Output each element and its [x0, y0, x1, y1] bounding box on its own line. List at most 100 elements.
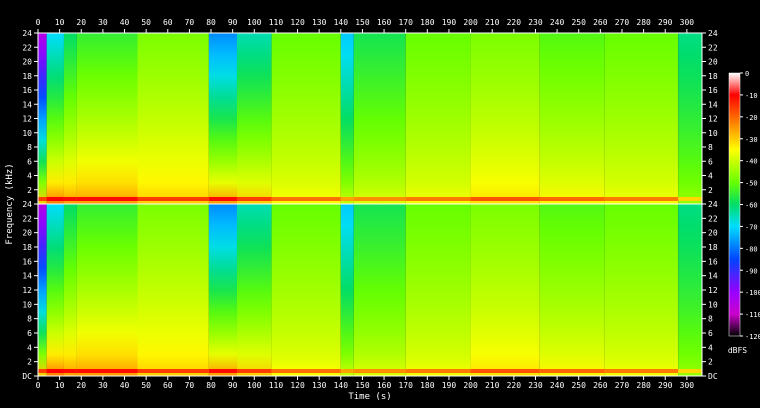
- x-tick-label-bottom: 200: [463, 381, 478, 390]
- x-tick-label-top: 120: [290, 18, 305, 27]
- y-tick-label-left: 2: [27, 358, 32, 367]
- x-tick-label-top: 70: [185, 18, 195, 27]
- y-tick-label-right: 22: [708, 214, 718, 223]
- x-tick-label-bottom: 40: [120, 381, 130, 390]
- x-tick-label-top: 210: [485, 18, 500, 27]
- low-frequency-band: [405, 369, 471, 373]
- y-tick-label-left: 16: [22, 257, 32, 266]
- spectrogram-segment: [470, 204, 540, 376]
- low-frequency-band: [236, 369, 272, 373]
- x-tick-label-bottom: 100: [247, 381, 262, 390]
- x-tick-label-top: 60: [163, 18, 173, 27]
- x-tick-label-bottom: 130: [312, 381, 327, 390]
- y-tick-label-right: 24: [708, 200, 718, 209]
- low-frequency-band: [236, 197, 272, 201]
- x-tick-label-top: 40: [120, 18, 130, 27]
- y-tick-label-right: 8: [708, 143, 713, 152]
- spectrogram-segment: [137, 33, 209, 204]
- y-tick-label-right: 16: [708, 257, 718, 266]
- low-frequency-band: [137, 369, 209, 373]
- low-frequency-band: [678, 369, 702, 373]
- colorbar-tick-label: -50: [745, 180, 758, 188]
- y-tick-label-right: 20: [708, 229, 718, 238]
- low-frequency-band: [340, 369, 354, 373]
- x-tick-label-bottom: 160: [377, 381, 392, 390]
- spectrogram-segment: [340, 204, 354, 376]
- x-tick-label-bottom: 110: [269, 381, 284, 390]
- y-tick-label-left: 24: [22, 29, 32, 38]
- x-tick-label-bottom: 170: [398, 381, 413, 390]
- y-tick-label-right: 10: [708, 300, 718, 309]
- y-axis-label: Frequency (kHz): [5, 163, 15, 244]
- x-tick-label-bottom: 120: [290, 381, 305, 390]
- x-axis-label: Time (s): [348, 392, 391, 402]
- x-tick-label-bottom: 270: [615, 381, 630, 390]
- x-tick-label-top: 140: [334, 18, 349, 27]
- low-frequency-band: [208, 197, 237, 201]
- y-tick-label-right: 18: [708, 243, 718, 252]
- y-tick-label-right: 24: [708, 29, 718, 38]
- x-tick-label-top: 190: [442, 18, 457, 27]
- y-tick-label-right: 2: [708, 186, 713, 195]
- x-tick-label-bottom: 240: [550, 381, 565, 390]
- colorbar-tick-label: -40: [745, 158, 758, 166]
- low-frequency-band: [46, 369, 64, 373]
- x-tick-label-top: 130: [312, 18, 327, 27]
- y-tick-label-left: 20: [22, 58, 32, 67]
- low-frequency-band: [353, 197, 406, 201]
- x-tick-label-top: 260: [593, 18, 608, 27]
- low-frequency-band: [271, 369, 341, 373]
- y-tick-label-right: 2: [708, 358, 713, 367]
- spectrogram-segment: [46, 33, 64, 204]
- spectrogram-segment: [76, 33, 138, 204]
- y-tick-label-right: 8: [708, 315, 713, 324]
- y-tick-label-left: 8: [27, 315, 32, 324]
- x-tick-label-bottom: 0: [36, 381, 41, 390]
- y-tick-label-left: 8: [27, 143, 32, 152]
- y-tick-label-right: 10: [708, 129, 718, 138]
- x-tick-label-top: 30: [98, 18, 108, 27]
- spectrogram-segment: [604, 204, 679, 376]
- low-frequency-band: [470, 197, 540, 201]
- x-tick-label-bottom: 260: [593, 381, 608, 390]
- spectrogram-segment: [236, 33, 272, 204]
- spectrogram-segment: [271, 204, 341, 376]
- x-tick-label-top: 160: [377, 18, 392, 27]
- y-tick-label-left: 16: [22, 86, 32, 95]
- y-tick-label-right: DC: [708, 372, 718, 381]
- x-tick-label-bottom: 250: [571, 381, 586, 390]
- spectrogram-segment: [137, 204, 209, 376]
- x-tick-label-top: 110: [269, 18, 284, 27]
- x-tick-label-top: 180: [420, 18, 435, 27]
- y-tick-label-right: 12: [708, 115, 718, 124]
- y-tick-label-right: 6: [708, 157, 713, 166]
- x-tick-label-top: 80: [206, 18, 216, 27]
- x-tick-label-top: 0: [36, 18, 41, 27]
- x-tick-label-top: 290: [658, 18, 673, 27]
- colorbar-tick-label: -60: [745, 202, 758, 210]
- spectrogram-segment: [678, 204, 702, 376]
- y-tick-label-right: 16: [708, 86, 718, 95]
- low-frequency-band: [539, 369, 605, 373]
- x-tick-label-top: 250: [571, 18, 586, 27]
- low-frequency-band: [405, 197, 471, 201]
- y-tick-label-left: 4: [27, 172, 32, 181]
- y-tick-label-left: 18: [22, 72, 32, 81]
- y-tick-label-left: 6: [27, 157, 32, 166]
- colorbar-unit-label: dBFS: [728, 346, 747, 355]
- spectrogram-segment: [38, 33, 47, 204]
- low-frequency-band: [38, 369, 47, 373]
- x-tick-label-top: 90: [228, 18, 238, 27]
- spectrogram-segment: [208, 33, 237, 204]
- y-tick-label-left: 20: [22, 229, 32, 238]
- spectrogram-segment: [678, 33, 702, 204]
- x-tick-label-top: 50: [141, 18, 151, 27]
- y-tick-label-left: 12: [22, 115, 32, 124]
- x-tick-label-bottom: 220: [507, 381, 522, 390]
- x-tick-label-bottom: 90: [228, 381, 238, 390]
- spectrogram-segment: [340, 33, 354, 204]
- x-tick-label-bottom: 30: [98, 381, 108, 390]
- low-frequency-band: [38, 197, 47, 201]
